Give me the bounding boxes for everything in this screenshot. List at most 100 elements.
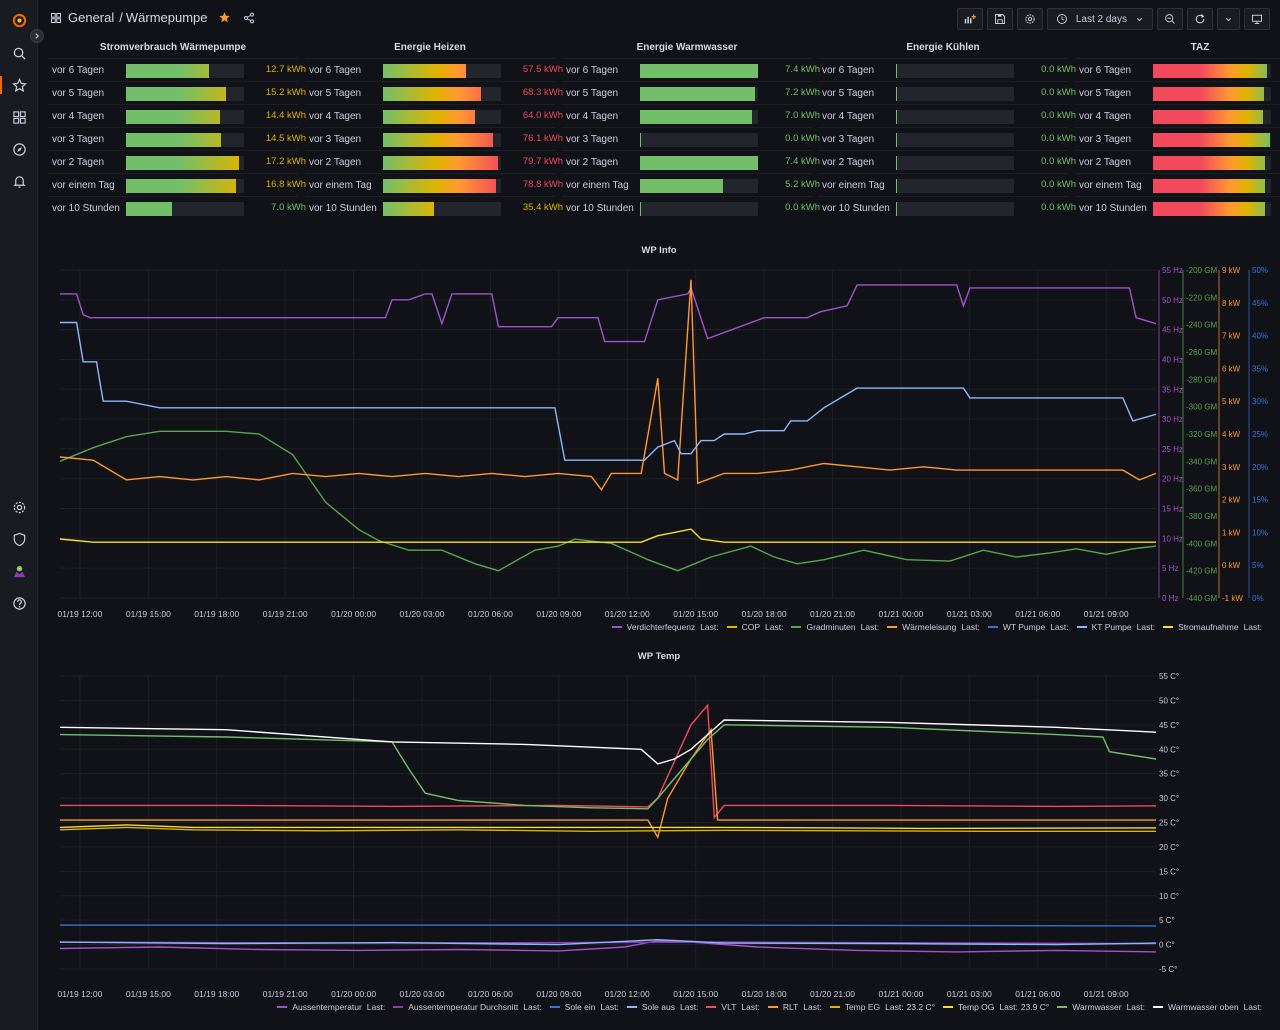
panel-title-wp-info[interactable]: WP Info [641, 245, 677, 256]
series-line [59, 528, 1156, 543]
chart-wp-temp[interactable]: -5 C° 0 C° 5 C° 10 C° 15 C° 20 C° 25 C° 30 C° 35… [38, 664, 1280, 1004]
refresh-button[interactable] [1187, 8, 1213, 30]
gauge-panel[interactable]: Energie Warmwasser vor 6 Tagen 7.4 kWh vor … [562, 38, 820, 224]
gauge-row: vor 3 Tagen 14.5 kWh [48, 127, 306, 150]
gauge-bar-track [383, 179, 501, 193]
tv-mode-button[interactable] [1244, 8, 1270, 30]
help-icon[interactable] [9, 593, 29, 613]
legend-item[interactable]: RLT Last: [767, 1002, 822, 1012]
legend-item[interactable]: Gradminuten Last: [791, 622, 879, 632]
legend-item[interactable]: Sole aus Last: [626, 1002, 698, 1012]
gauge-bar-track [640, 64, 758, 78]
dashboard-settings-button[interactable] [1016, 8, 1043, 30]
legend-item[interactable]: KT Pumpe Last: [1076, 622, 1155, 632]
x-tick-label: 01/19 15:00 [126, 609, 171, 619]
zoom-out-button[interactable] [1157, 8, 1183, 30]
x-tick-label: 01/21 00:00 [878, 989, 923, 999]
legend-series-name: Temp EG [844, 1002, 881, 1012]
dashboards-icon[interactable] [9, 107, 29, 127]
x-tick-label: 01/19 15:00 [126, 989, 171, 999]
y-tick-label: 15 C° [1159, 867, 1179, 876]
dashboard-title[interactable]: Wärmepumpe [125, 10, 208, 25]
legend-item[interactable]: Temp EG Last: 23.2 C° [829, 1002, 935, 1012]
add-panel-button[interactable] [956, 8, 983, 30]
starred-icon[interactable] [9, 75, 29, 95]
legend-item[interactable]: Wärmeleisung Last: [887, 622, 980, 632]
y-tick-label: -200 GM [1186, 266, 1217, 275]
star-icon[interactable] [218, 11, 231, 24]
gauge-panel-title[interactable]: Energie Warmwasser [636, 42, 738, 53]
grafana-logo-icon[interactable] [9, 10, 29, 30]
y-tick-label: 3 kW [1222, 463, 1241, 472]
series-line [60, 703, 1157, 820]
time-picker-button[interactable]: Last 2 days [1046, 8, 1153, 30]
x-tick-label: 01/20 09:00 [536, 609, 581, 619]
y-tick-label: 5 C° [1159, 916, 1175, 925]
gauge-bar-fill [896, 110, 897, 124]
gauge-row-value: 14.4 kWh [265, 110, 306, 121]
gauge-panel[interactable]: Energie Kühlen vor 6 Tagen 0.0 kWh vor 5 Ta… [818, 38, 1076, 224]
panel-title-wp-temp[interactable]: WP Temp [637, 651, 681, 662]
expand-sidebar-button[interactable] [30, 29, 44, 43]
legend-swatch [791, 626, 802, 628]
gauge-row-value: 0.0 kWh [1041, 202, 1076, 213]
series-line [60, 284, 1157, 343]
gauge-row-value: 0.0 kWh [1041, 64, 1076, 75]
legend-item[interactable]: VLT Last: [706, 1002, 760, 1012]
gauge-panel-title[interactable]: Stromverbrauch Wärmepumpe [99, 42, 247, 53]
configuration-icon[interactable] [9, 497, 29, 517]
refresh-interval-button[interactable] [1217, 8, 1240, 30]
legend-item[interactable]: COP Last: [726, 622, 783, 632]
chart-wp-info[interactable]: 01/19 12:00 01/19 15:00 01/19 18:00 01/19 2… [38, 258, 1280, 658]
legend-swatch [393, 1006, 404, 1008]
gauge-panel-title[interactable]: Energie Heizen [394, 42, 466, 53]
breadcrumb-folder[interactable]: General [68, 10, 115, 25]
legend-item[interactable]: Warmwasser oben Last: [1153, 1002, 1262, 1012]
share-icon[interactable] [243, 12, 255, 24]
save-dashboard-button[interactable] [986, 8, 1013, 30]
gauge-row-label: vor 6 Tagen [1079, 65, 1132, 76]
gauge-row: vor 5 Tagen 7.2 kWh [562, 81, 820, 104]
gauge-bar-track [126, 179, 244, 193]
gauge-panel[interactable]: Energie Heizen vor 6 Tagen 57.5 kWh vor 5 T… [305, 38, 563, 224]
y-tick-label: 15% [1252, 496, 1268, 505]
x-tick-label: 01/20 12:00 [605, 609, 650, 619]
legend-item[interactable]: Aussentemperatur Last: [277, 1002, 385, 1012]
gauge-bar-fill [383, 156, 498, 170]
x-tick-label: 01/21 03:00 [947, 609, 992, 619]
legend-item[interactable]: Stromaufnahme Last: [1163, 622, 1262, 632]
gauge-row-label: vor 6 Tagen [52, 65, 105, 76]
gauge-panel-title[interactable]: TAZ [1190, 42, 1210, 53]
gauge-bar-fill [896, 156, 897, 170]
y-tick-label: 10 C° [1159, 892, 1179, 901]
gauge-row: vor einem Tag 16.8 kWh [48, 173, 306, 196]
legend-item[interactable]: Sole ein Last: [549, 1002, 619, 1012]
gauge-row: vor einem Tag 0.0 kWh [818, 173, 1076, 196]
explore-icon[interactable] [9, 139, 29, 159]
search-icon[interactable] [9, 43, 29, 63]
legend-item[interactable]: Verdichterfequenz Last: [611, 622, 719, 632]
gauge-bar-track [896, 179, 1014, 193]
gauge-row: vor 4 Tagen 7.0 kWh [562, 104, 820, 127]
gauge-row-value: 7.0 kWh [785, 110, 820, 121]
server-admin-icon[interactable] [9, 529, 29, 549]
gauge-panel[interactable]: Stromverbrauch Wärmepumpe vor 6 Tagen 12.7… [48, 38, 306, 224]
legend-item[interactable]: Aussentemperatur Durchsnitt Last: [393, 1002, 542, 1012]
x-tick-label: 01/20 21:00 [810, 989, 855, 999]
gauge-panel-title[interactable]: Energie Kühlen [906, 42, 980, 53]
profile-icon[interactable] [9, 561, 29, 581]
gauge-row-label: vor 5 Tagen [52, 88, 105, 99]
legend-series-name: VLT [721, 1002, 737, 1012]
gauge-bar-fill [896, 87, 897, 101]
alerting-icon[interactable] [9, 171, 29, 191]
legend-item[interactable]: WT Pumpe Last: [987, 622, 1069, 632]
legend-item[interactable]: Temp OG Last: 23.9 C° [943, 1002, 1049, 1012]
y-tick-label: -400 GM [1186, 539, 1217, 548]
gauge-row-label: vor 3 Tagen [52, 134, 105, 145]
gauge-row-value: 0.0 kWh [1041, 110, 1076, 121]
gauge-row: vor 10 Stunden 35.4 kWh [305, 196, 563, 219]
legend-item[interactable]: Warmwasser Last: [1057, 1002, 1145, 1012]
